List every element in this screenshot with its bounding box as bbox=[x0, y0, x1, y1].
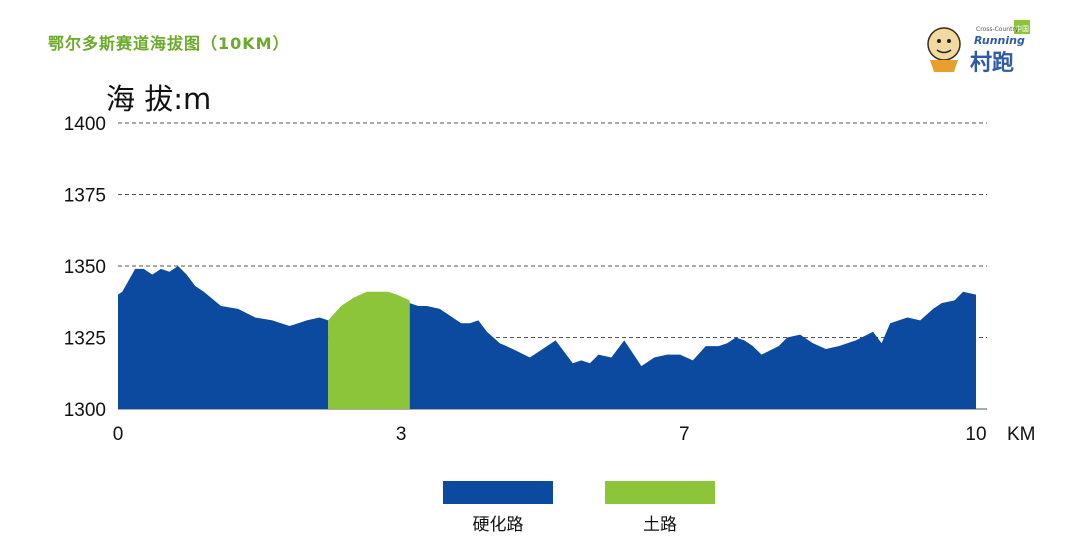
elevation-area-0 bbox=[118, 266, 329, 409]
y-tick-label: 1400 bbox=[64, 114, 106, 135]
elevation-area-2 bbox=[409, 291, 977, 409]
x-tick-label: 10 bbox=[965, 424, 986, 445]
logo-text-mid: Running bbox=[974, 34, 1025, 47]
y-axis-label: 海 拔:m bbox=[106, 82, 212, 116]
running-logo: 中国 Cross-Country Running 村跑 bbox=[927, 20, 1030, 76]
x-tick-label: 7 bbox=[679, 424, 690, 445]
logo-badge-text: 中国 bbox=[1015, 24, 1029, 33]
chart-title: 鄂尔多斯赛道海拔图（10KM） bbox=[48, 34, 290, 53]
logo-text-top: Cross-Country bbox=[976, 26, 1019, 33]
x-tick-label: 3 bbox=[396, 424, 407, 445]
legend-label-paved: 硬化路 bbox=[472, 515, 524, 535]
legend-item-dirt: 土路 bbox=[605, 481, 715, 535]
legend-swatch-dirt bbox=[605, 481, 715, 504]
legend-label-dirt: 土路 bbox=[643, 515, 677, 535]
badge-icon bbox=[1014, 20, 1030, 34]
y-tick-label: 1375 bbox=[64, 186, 106, 207]
x-tick-labels: 0 3 7 10 bbox=[113, 424, 987, 445]
legend-item-paved: 硬化路 bbox=[443, 481, 553, 535]
legend-swatch-paved bbox=[443, 481, 553, 504]
x-axis-label: KM bbox=[1007, 424, 1036, 445]
elevation-areas bbox=[118, 266, 977, 409]
x-tick-label: 0 bbox=[113, 424, 124, 445]
y-tick-label: 1325 bbox=[64, 329, 106, 350]
elevation-area-1 bbox=[328, 291, 410, 409]
logo-text-cn: 村跑 bbox=[970, 51, 1014, 76]
y-tick-label: 1350 bbox=[64, 257, 106, 278]
y-tick-label: 1300 bbox=[64, 400, 106, 421]
y-tick-labels: 1400 1375 1350 1325 1300 bbox=[64, 114, 106, 421]
